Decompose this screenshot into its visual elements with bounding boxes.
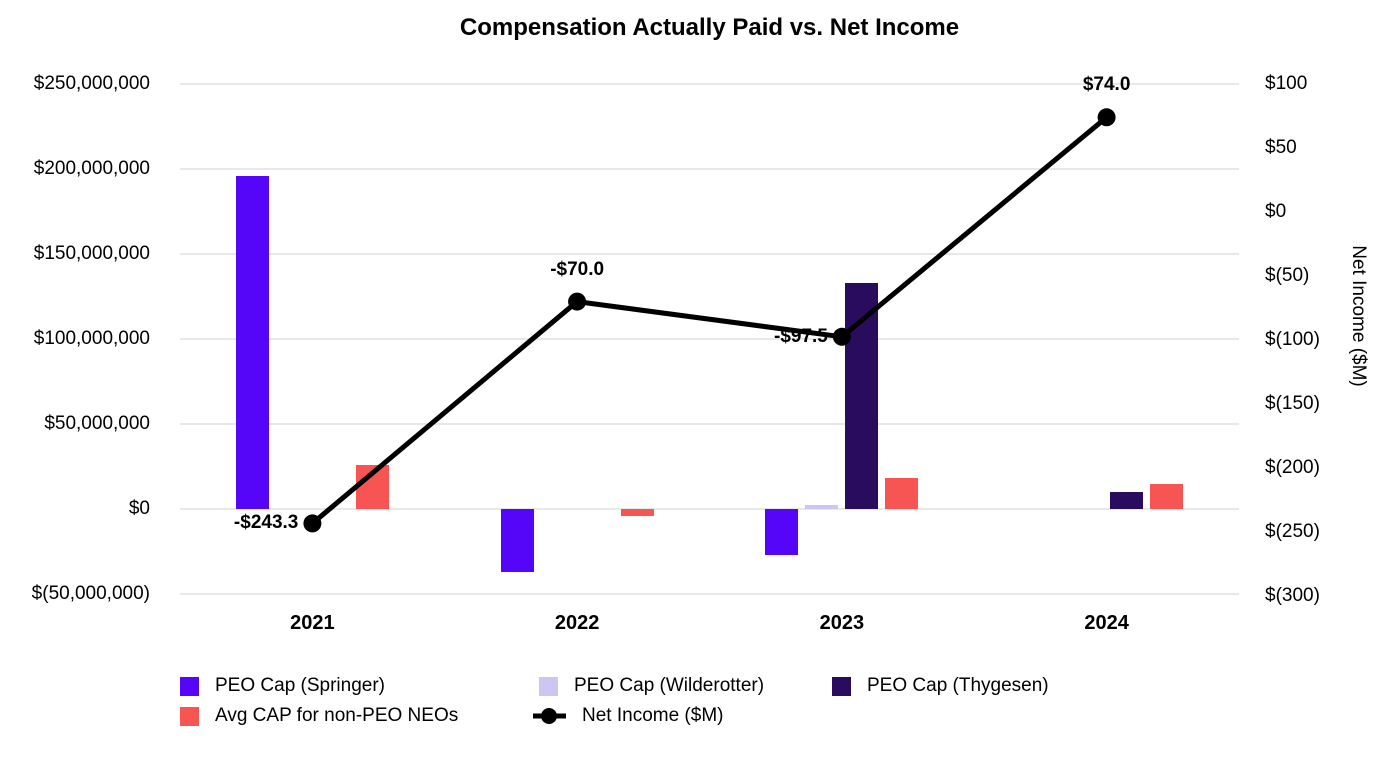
- bar-avg-cap-for-non-peo-neos-2021: [355, 464, 389, 509]
- x-axis-label-2022: 2022: [554, 612, 600, 634]
- legend-swatch-icon: [180, 676, 199, 696]
- left-axis-tick: $100,000,000: [33, 328, 150, 349]
- chart-title: Compensation Actually Paid vs. Net Incom…: [459, 14, 960, 41]
- legend-swatch-icon: [832, 676, 851, 696]
- right-axis-tick: $(300): [1265, 585, 1320, 606]
- gridline: [180, 423, 1239, 425]
- gridline: [180, 83, 1239, 85]
- bar-peo-cap-springer--2023: [765, 509, 799, 555]
- legend-item-peo-cap-wilderotter-: PEO Cap (Wilderotter): [539, 675, 765, 696]
- gridline: [180, 508, 1239, 510]
- legend-label: Avg CAP for non-PEO NEOs: [215, 705, 459, 726]
- bar-peo-cap-wilderotter--2023: [805, 505, 839, 509]
- right-axis-tick: $(250): [1265, 521, 1320, 542]
- net-income-label-2021: -$243.3: [233, 512, 299, 534]
- bar-avg-cap-for-non-peo-neos-2023: [885, 478, 919, 509]
- gridline: [180, 593, 1239, 595]
- right-axis-title: Net Income ($M): [1348, 245, 1369, 387]
- gridline: [180, 168, 1239, 170]
- right-axis-tick: $50: [1265, 137, 1297, 158]
- legend-item-peo-cap-springer-: PEO Cap (Springer): [180, 675, 386, 696]
- bar-avg-cap-for-non-peo-neos-2024: [1150, 483, 1184, 509]
- legend-item-net-income-m-: Net Income ($M): [533, 705, 724, 726]
- legend-label: PEO Cap (Thygesen): [867, 675, 1049, 696]
- bar-peo-cap-springer--2022: [500, 509, 534, 572]
- x-axis-label-2021: 2021: [290, 612, 335, 634]
- gridline: [180, 253, 1239, 255]
- right-axis-tick: $(150): [1265, 393, 1320, 414]
- bar-peo-cap-thygesen--2024: [1110, 492, 1144, 509]
- legend-item-peo-cap-thygesen-: PEO Cap (Thygesen): [832, 675, 1049, 696]
- left-axis-tick: $200,000,000: [33, 158, 150, 179]
- bar-peo-cap-thygesen--2023: [845, 282, 879, 509]
- net-income-point-2022: [568, 292, 587, 311]
- right-axis-tick: $(200): [1265, 457, 1320, 478]
- legend-label: PEO Cap (Wilderotter): [574, 675, 765, 696]
- legend-line-dot-icon: [533, 706, 566, 726]
- left-axis-tick: $250,000,000: [33, 73, 150, 94]
- bar-peo-cap-springer--2021: [235, 175, 269, 509]
- net-income-label-2024: $74.0: [1082, 74, 1131, 96]
- legend-item-avg-cap-for-non-peo-neos: Avg CAP for non-PEO NEOs: [180, 705, 459, 726]
- right-axis-tick: $(50): [1265, 265, 1310, 286]
- net-income-point-2024: [1097, 108, 1116, 127]
- x-axis-label-2023: 2023: [819, 612, 865, 634]
- net-income-label-2022: -$70.0: [550, 258, 605, 280]
- right-axis-tick: $(100): [1265, 329, 1320, 350]
- x-axis-label-2024: 2024: [1084, 612, 1129, 634]
- left-axis-tick: $150,000,000: [33, 243, 150, 264]
- legend-swatch-icon: [539, 676, 558, 696]
- legend-swatch-icon: [180, 706, 199, 726]
- net-income-polyline: [310, 115, 1109, 526]
- legend-label: Net Income ($M): [582, 705, 724, 726]
- left-axis-tick: $50,000,000: [44, 413, 150, 434]
- left-axis-tick: $(50,000,000): [31, 583, 150, 604]
- net-income-label-2023: -$97.5: [774, 325, 828, 347]
- bar-avg-cap-for-non-peo-neos-2022: [620, 509, 654, 516]
- legend-label: PEO Cap (Springer): [215, 675, 386, 696]
- net-income-point-2021: [303, 514, 322, 533]
- left-axis-tick: $0: [128, 498, 150, 519]
- right-axis-tick: $0: [1265, 201, 1287, 222]
- right-axis-tick: $100: [1265, 73, 1308, 94]
